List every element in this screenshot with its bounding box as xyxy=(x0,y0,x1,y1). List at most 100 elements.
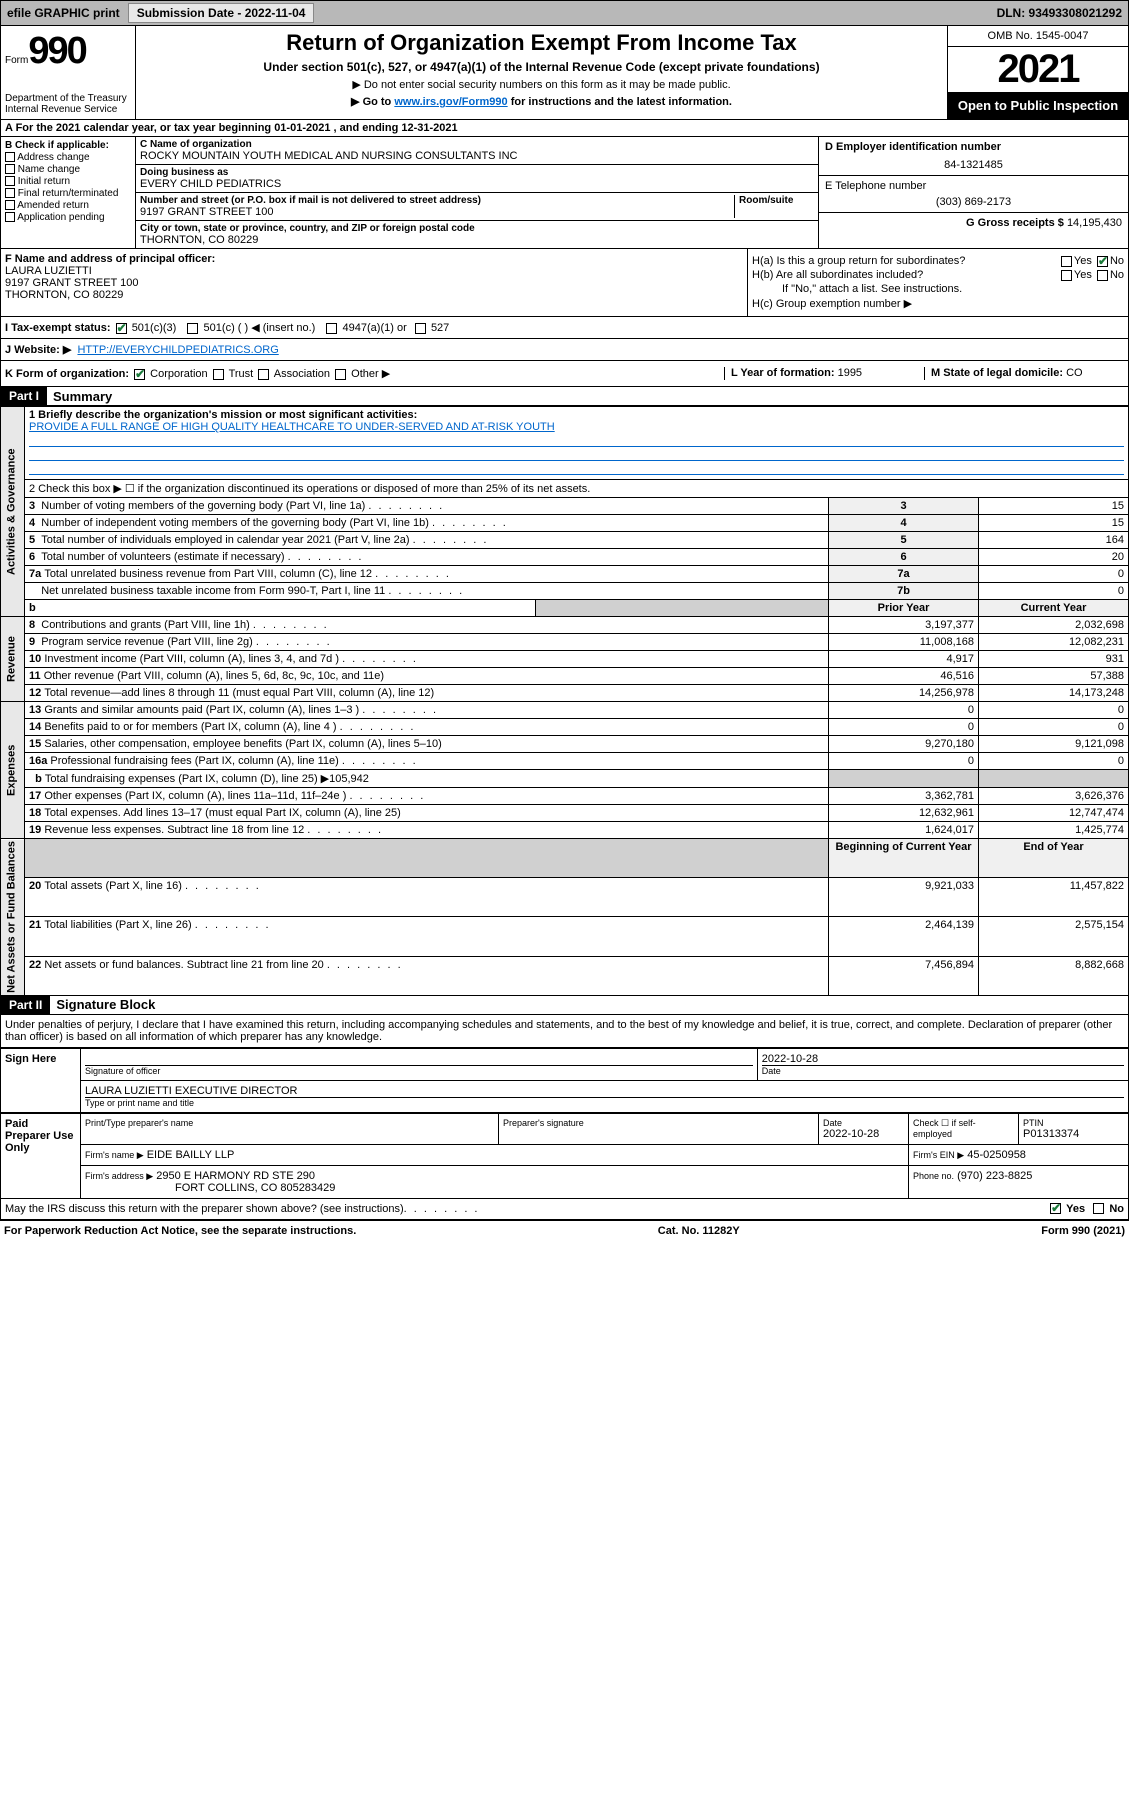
irs-link[interactable]: www.irs.gov/Form990 xyxy=(394,96,507,108)
city-label: City or town, state or province, country… xyxy=(140,223,814,234)
dba-label: Doing business as xyxy=(140,167,814,178)
open-public-badge: Open to Public Inspection xyxy=(948,92,1128,119)
table-row: 22 Net assets or fund balances. Subtract… xyxy=(1,956,1129,995)
4947: 4947(a)(1) or xyxy=(343,322,407,334)
year-formation-label: L Year of formation: xyxy=(731,367,835,379)
opt-address-change: Address change xyxy=(17,152,89,163)
side-revenue: Revenue xyxy=(1,617,25,702)
subtitle-2: ▶ Do not enter social security numbers o… xyxy=(144,78,939,91)
box-b: B Check if applicable: Address change Na… xyxy=(1,137,136,248)
block-klm: K Form of organization: Corporation Trus… xyxy=(0,361,1129,387)
table-row: 9 Program service revenue (Part VIII, li… xyxy=(1,634,1129,651)
firm-name: EIDE BAILLY LLP xyxy=(147,1149,235,1161)
row-a-tax-year: A For the 2021 calendar year, or tax yea… xyxy=(0,120,1129,137)
discuss-yes: Yes xyxy=(1066,1203,1085,1215)
officer-print-name: LAURA LUZIETTI EXECUTIVE DIRECTOR xyxy=(85,1085,1124,1097)
table-row: 4 Number of independent voting members o… xyxy=(1,515,1129,532)
paid-preparer-block: Paid Preparer Use Only Print/Type prepar… xyxy=(0,1113,1129,1199)
subtitle-3: ▶ Go to www.irs.gov/Form990 for instruct… xyxy=(144,95,939,108)
block-i: I Tax-exempt status: 501(c)(3) 501(c) ( … xyxy=(0,317,1129,339)
k-trust: Trust xyxy=(229,368,254,380)
phone-label: E Telephone number xyxy=(825,180,1122,192)
perjury-text: Under penalties of perjury, I declare th… xyxy=(0,1015,1129,1048)
prep-date-label: Date xyxy=(823,1118,904,1128)
table-row: 20 Total assets (Part X, line 16) 9,921,… xyxy=(1,878,1129,917)
discuss-row: May the IRS discuss this return with the… xyxy=(0,1199,1129,1220)
prep-name-label: Print/Type preparer's name xyxy=(85,1118,494,1128)
officer-name: LAURA LUZIETTI xyxy=(5,265,743,277)
goto-post: for instructions and the latest informat… xyxy=(508,96,732,108)
hb-yes: Yes xyxy=(1074,269,1092,281)
part-ii-title: Signature Block xyxy=(50,997,155,1012)
opt-name-change: Name change xyxy=(18,164,80,175)
firm-addr2: FORT COLLINS, CO 805283429 xyxy=(85,1182,904,1194)
tax-year: 2021 xyxy=(948,47,1128,92)
table-row: 5 Total number of individuals employed i… xyxy=(1,532,1129,549)
table-row: 3 Number of voting members of the govern… xyxy=(1,498,1129,515)
footer-mid: Cat. No. 11282Y xyxy=(658,1225,740,1237)
side-expenses: Expenses xyxy=(1,702,25,839)
c-name-label: C Name of organization xyxy=(140,139,814,150)
part-i-title: Summary xyxy=(47,389,112,404)
box-c: C Name of organization ROCKY MOUNTAIN YO… xyxy=(136,137,818,248)
submission-date: Submission Date - 2022-11-04 xyxy=(128,3,315,23)
summary-table: Activities & Governance 1 Briefly descri… xyxy=(0,406,1129,996)
side-activities: Activities & Governance xyxy=(1,407,25,617)
dln: DLN: 93493308021292 xyxy=(997,6,1126,20)
firm-name-label: Firm's name ▶ xyxy=(85,1150,144,1160)
city-val: THORNTON, CO 80229 xyxy=(140,234,814,246)
officer-print-label: Type or print name and title xyxy=(85,1098,1124,1108)
footer: For Paperwork Reduction Act Notice, see … xyxy=(0,1220,1129,1241)
phone-val: (303) 869-2173 xyxy=(825,196,1122,208)
sig-officer-label: Signature of officer xyxy=(85,1066,753,1076)
domicile-val: CO xyxy=(1066,367,1083,379)
table-row: Net unrelated business taxable income fr… xyxy=(1,583,1129,600)
side-netassets: Net Assets or Fund Balances xyxy=(1,839,25,996)
ptin-val: P01313374 xyxy=(1023,1128,1124,1140)
table-row: b Total fundraising expenses (Part IX, c… xyxy=(1,770,1129,788)
table-row: 12 Total revenue—add lines 8 through 11 … xyxy=(1,685,1129,702)
part-i-badge: Part I xyxy=(1,387,47,405)
ha-label: H(a) Is this a group return for subordin… xyxy=(752,255,965,267)
table-row: 19 Revenue less expenses. Subtract line … xyxy=(1,822,1129,839)
firm-ein-label: Firm's EIN ▶ xyxy=(913,1150,964,1160)
box-b-header: B Check if applicable: xyxy=(5,140,109,151)
table-row: 21 Total liabilities (Part X, line 26) 2… xyxy=(1,917,1129,956)
table-row: 11 Other revenue (Part VIII, column (A),… xyxy=(1,668,1129,685)
hc-label: H(c) Group exemption number ▶ xyxy=(752,297,1124,310)
room-label: Room/suite xyxy=(739,195,793,206)
firm-phone-label: Phone no. xyxy=(913,1171,954,1181)
501c3: 501(c)(3) xyxy=(132,322,177,334)
mission-text: PROVIDE A FULL RANGE OF HIGH QUALITY HEA… xyxy=(29,421,1124,433)
line1-label: 1 Briefly describe the organization's mi… xyxy=(29,409,417,421)
ptin-label: PTIN xyxy=(1023,1118,1124,1128)
firm-ein: 45-0250958 xyxy=(967,1149,1026,1161)
omb-number: OMB No. 1545-0047 xyxy=(948,26,1128,47)
hb-no: No xyxy=(1110,269,1124,281)
firm-addr-label: Firm's address ▶ xyxy=(85,1171,153,1181)
form-org-label: K Form of organization: xyxy=(5,368,129,380)
subtitle-1: Under section 501(c), 527, or 4947(a)(1)… xyxy=(144,60,939,74)
top-bar: efile GRAPHIC print Submission Date - 20… xyxy=(0,0,1129,26)
officer-addr1: 9197 GRANT STREET 100 xyxy=(5,277,743,289)
table-row: 16a Professional fundraising fees (Part … xyxy=(1,753,1129,770)
part-i-header: Part I Summary xyxy=(0,387,1129,406)
prep-sig-label: Preparer's signature xyxy=(503,1118,814,1128)
sign-here-block: Sign Here Signature of officer 2022-10-2… xyxy=(0,1048,1129,1113)
officer-label: F Name and address of principal officer: xyxy=(5,253,215,265)
website-link[interactable]: HTTP://EVERYCHILDPEDIATRICS.ORG xyxy=(77,344,278,356)
table-row: 18 Total expenses. Add lines 13–17 (must… xyxy=(1,805,1129,822)
street-label: Number and street (or P.O. box if mail i… xyxy=(140,195,734,206)
ein-val: 84-1321485 xyxy=(825,159,1122,171)
org-name: ROCKY MOUNTAIN YOUTH MEDICAL AND NURSING… xyxy=(140,150,814,162)
sign-here-label: Sign Here xyxy=(1,1048,81,1112)
firm-phone: (970) 223-8825 xyxy=(957,1170,1032,1182)
ha-no: No xyxy=(1110,255,1124,267)
box-h: H(a) Is this a group return for subordin… xyxy=(748,249,1128,316)
opt-app-pending: Application pending xyxy=(17,212,104,223)
year-formation-val: 1995 xyxy=(838,367,862,379)
part-ii-header: Part II Signature Block xyxy=(0,996,1129,1015)
gross-label: G Gross receipts $ xyxy=(966,217,1064,229)
gross-val: 14,195,430 xyxy=(1067,217,1122,229)
form-prefix: Form xyxy=(5,55,28,66)
